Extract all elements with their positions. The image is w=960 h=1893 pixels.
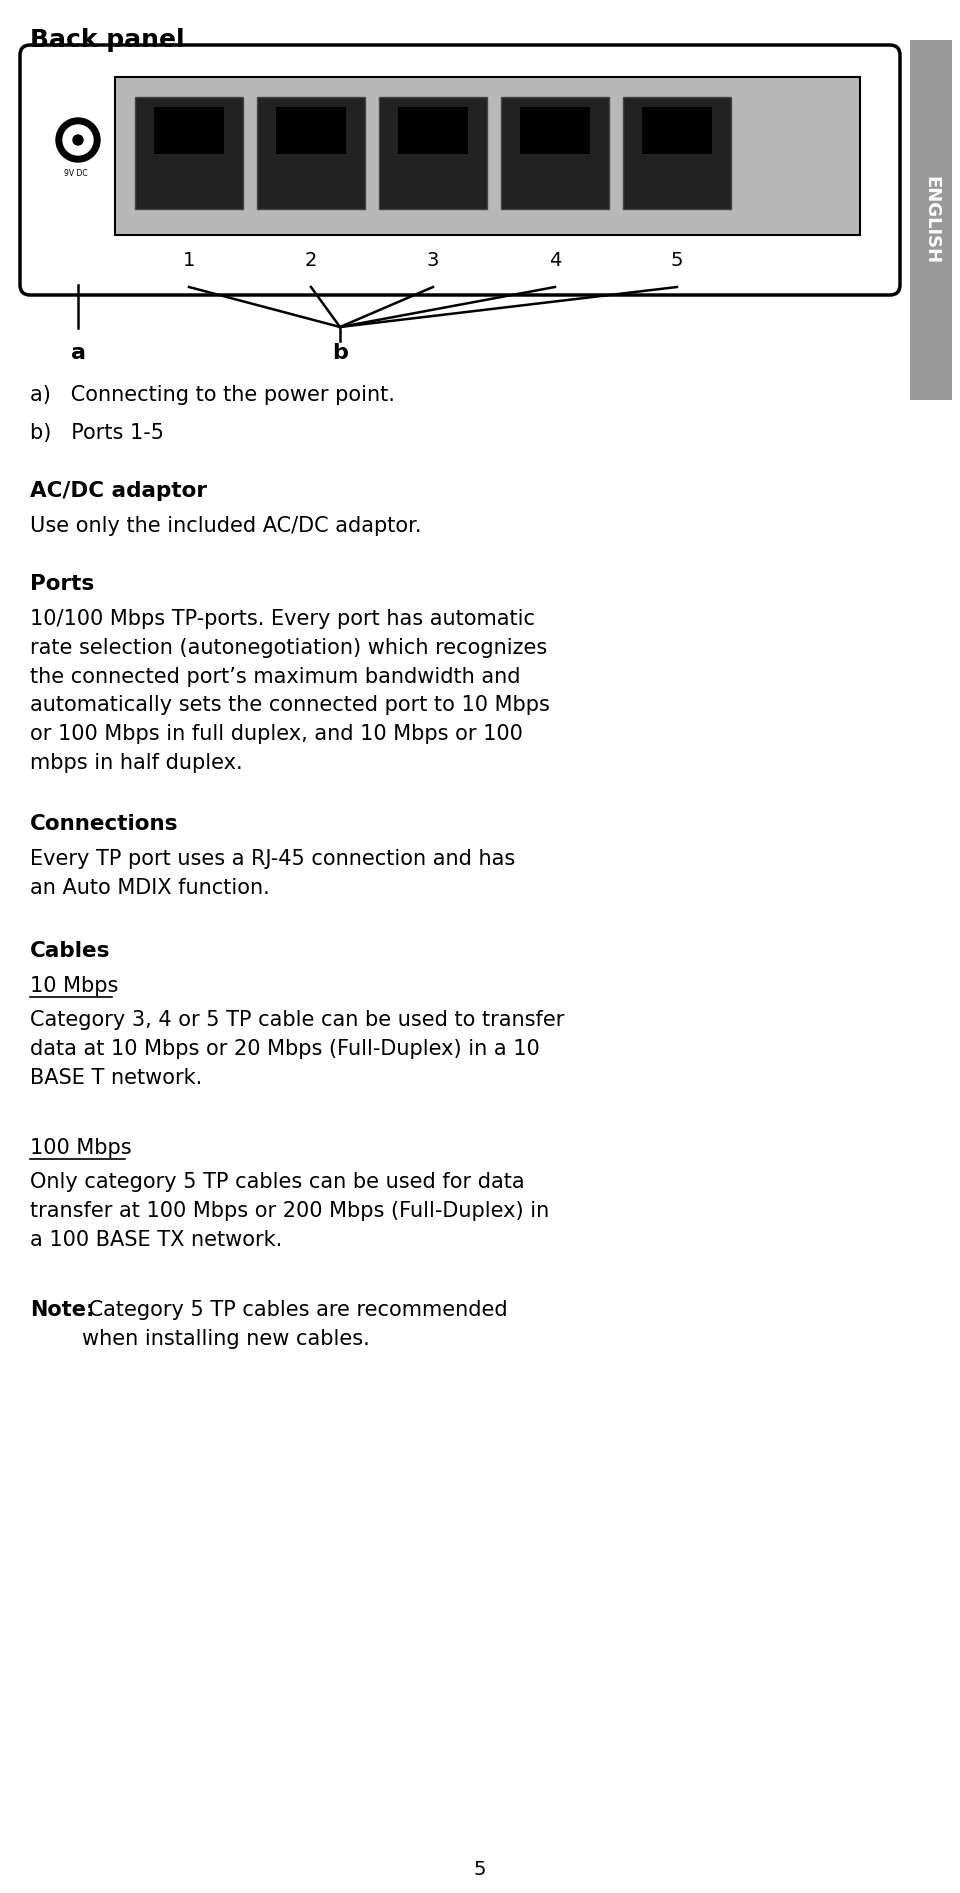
Text: 3: 3 (427, 252, 439, 271)
Bar (642, 108, 712, 153)
Text: Ports: Ports (30, 574, 94, 594)
Text: 1: 1 (182, 252, 195, 271)
Text: Category 3, 4 or 5 TP cable can be used to transfer
data at 10 Mbps or 20 Mbps (: Category 3, 4 or 5 TP cable can be used … (30, 1011, 564, 1088)
Bar (397, 108, 468, 153)
Bar (154, 108, 224, 153)
Text: b)   Ports 1-5: b) Ports 1-5 (30, 422, 164, 443)
Text: 10 Mbps: 10 Mbps (30, 977, 118, 996)
Text: 5: 5 (473, 1861, 487, 1880)
Text: ENGLISH: ENGLISH (922, 176, 940, 263)
Text: 4: 4 (549, 252, 562, 271)
Bar (115, 78, 860, 235)
Text: 5: 5 (671, 252, 684, 271)
Text: 100 Mbps: 100 Mbps (30, 1138, 132, 1159)
Bar (276, 108, 347, 153)
Text: Every TP port uses a RJ-45 connection and has
an Auto MDIX function.: Every TP port uses a RJ-45 connection an… (30, 848, 516, 897)
Text: Connections: Connections (30, 814, 179, 835)
Text: AC/DC adaptor: AC/DC adaptor (30, 481, 207, 502)
FancyBboxPatch shape (20, 45, 900, 295)
Text: Only category 5 TP cables can be used for data
transfer at 100 Mbps or 200 Mbps : Only category 5 TP cables can be used fo… (30, 1172, 549, 1249)
Text: b: b (332, 343, 348, 363)
Text: Note:: Note: (30, 1300, 94, 1319)
Bar (135, 97, 243, 208)
Circle shape (63, 125, 93, 155)
Text: Cables: Cables (30, 941, 110, 962)
Bar (501, 97, 609, 208)
Bar (910, 40, 952, 399)
Bar (379, 97, 487, 208)
Bar (520, 108, 590, 153)
Bar (257, 97, 365, 208)
Bar (623, 97, 731, 208)
Text: Category 5 TP cables are recommended
when installing new cables.: Category 5 TP cables are recommended whe… (82, 1300, 508, 1350)
Text: Use only the included AC/DC adaptor.: Use only the included AC/DC adaptor. (30, 517, 421, 536)
Text: 9V DC: 9V DC (64, 168, 87, 178)
Text: Back panel: Back panel (30, 28, 184, 51)
Circle shape (73, 134, 83, 146)
Circle shape (56, 117, 100, 163)
Text: a)   Connecting to the power point.: a) Connecting to the power point. (30, 384, 395, 405)
Text: 2: 2 (305, 252, 317, 271)
Text: 10/100 Mbps TP-ports. Every port has automatic
rate selection (autonegotiation) : 10/100 Mbps TP-ports. Every port has aut… (30, 610, 550, 772)
Text: a: a (70, 343, 85, 363)
